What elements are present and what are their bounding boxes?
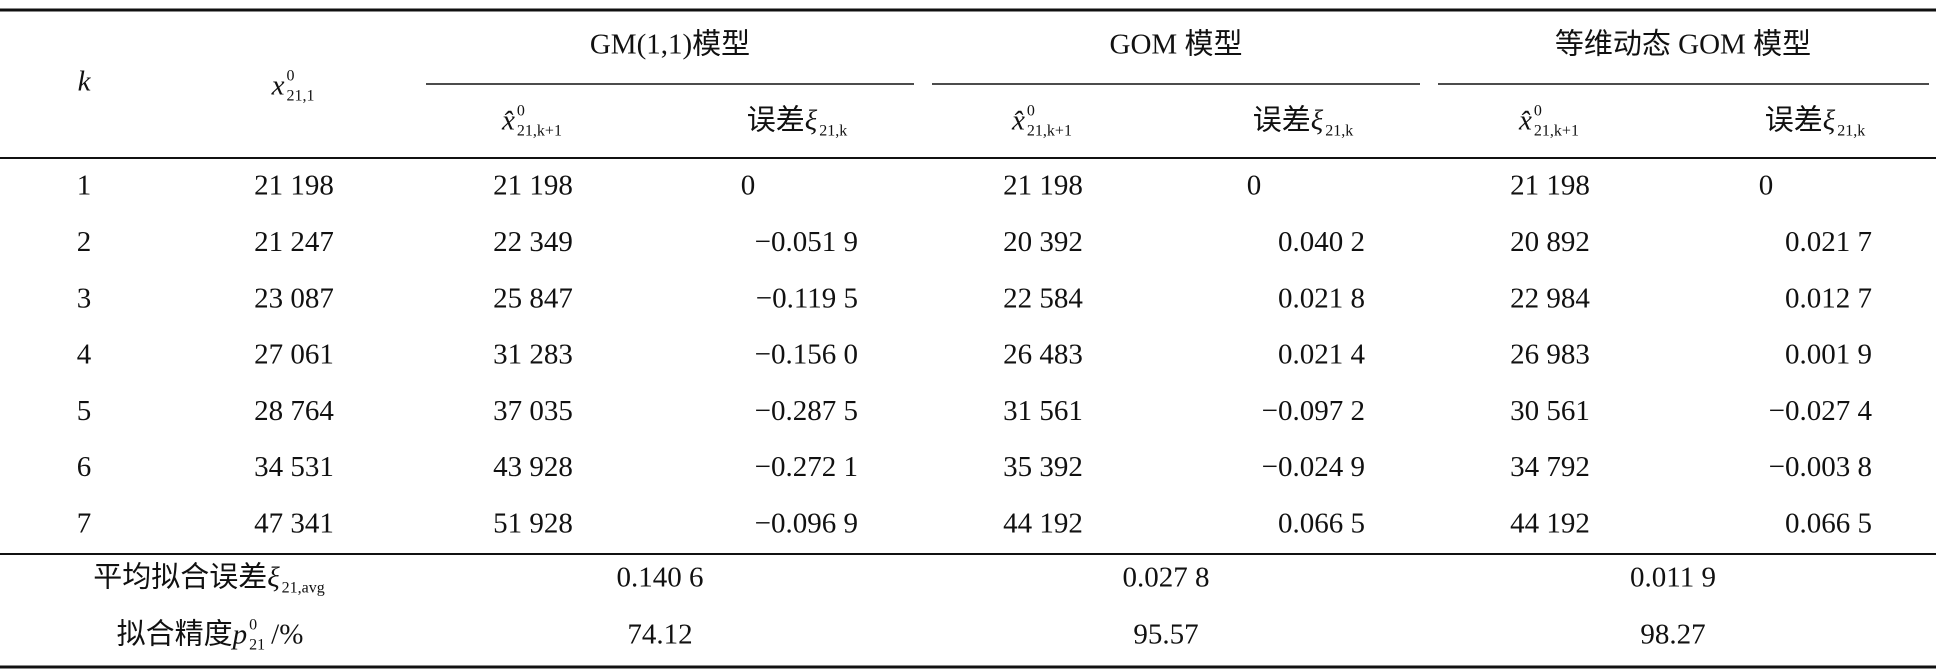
cell: −0.097 2 xyxy=(1262,395,1365,427)
cell: 22 984 xyxy=(1510,282,1590,314)
cell: 0.066 5 xyxy=(1278,507,1365,539)
cell: 31 561 xyxy=(1003,395,1083,427)
cell-text: 误差 xyxy=(747,104,805,137)
cell: −0.027 4 xyxy=(1769,395,1873,427)
cell-text: x̂ xyxy=(1518,105,1532,137)
cell: 0.027 8 xyxy=(1123,562,1210,594)
cell-text: 平均拟合误差 xyxy=(93,561,267,594)
cell: 22 349 xyxy=(493,226,573,258)
cell: 21 247 xyxy=(254,226,334,258)
cell-text: 21,k xyxy=(819,123,847,140)
cell: 0.001 9 xyxy=(1785,339,1872,371)
cell: −0.156 0 xyxy=(755,339,858,371)
cell: 0.040 2 xyxy=(1278,226,1365,258)
cell: 98.27 xyxy=(1640,619,1705,651)
cell: −0.096 9 xyxy=(755,507,858,539)
cell: 51 928 xyxy=(493,507,573,539)
cell: 4 xyxy=(77,339,92,371)
cell-text: 21,k+1 xyxy=(1534,123,1579,140)
cell: 0 xyxy=(741,170,756,202)
cell: 0.066 5 xyxy=(1785,507,1872,539)
cell: 7 xyxy=(77,507,92,539)
cell: 37 035 xyxy=(493,395,573,427)
cell-text: /% xyxy=(271,619,303,651)
cell: 0.012 7 xyxy=(1785,282,1872,314)
cell: 74.12 xyxy=(627,619,692,651)
group-header: 等维动态 GOM 模型 xyxy=(1555,28,1811,61)
cell-text: x̂ xyxy=(501,105,515,137)
cell: 47 341 xyxy=(254,507,334,539)
cell: 95.57 xyxy=(1133,619,1198,651)
cell: 6 xyxy=(77,451,92,483)
cell: 35 392 xyxy=(1003,451,1083,483)
cell: 0.140 6 xyxy=(617,562,704,594)
cell: 20 392 xyxy=(1003,226,1083,258)
cell: 23 087 xyxy=(254,282,334,314)
cell: 25 847 xyxy=(493,282,573,314)
cell-text: ξ xyxy=(1823,105,1836,137)
cell-text: 0 xyxy=(286,68,294,85)
cell: 43 928 xyxy=(493,451,573,483)
cell: 34 531 xyxy=(254,451,334,483)
cell: 1 xyxy=(77,170,92,202)
cell: 0.021 7 xyxy=(1785,226,1872,258)
cell-text: ξ xyxy=(267,562,280,594)
cell-text: 21 xyxy=(249,637,265,654)
cell: −0.003 8 xyxy=(1769,451,1872,483)
cell: 31 283 xyxy=(493,339,573,371)
cell: −0.051 9 xyxy=(755,226,858,258)
cell-text: 0 xyxy=(517,103,525,120)
cell-text: 21,k xyxy=(1837,123,1865,140)
cell: 2 xyxy=(77,226,92,258)
cell-text: ξ xyxy=(805,105,818,137)
cell: 21 198 xyxy=(1003,170,1083,202)
cell-text: 21,1 xyxy=(286,88,314,105)
cell: 5 xyxy=(77,395,92,427)
cell-text: x xyxy=(271,70,285,102)
group-header: GM(1,1)模型 xyxy=(590,28,750,61)
cell: 21 198 xyxy=(254,170,334,202)
cell: 26 483 xyxy=(1003,339,1083,371)
cell-text: 21,k+1 xyxy=(1027,123,1072,140)
cell: 44 192 xyxy=(1003,507,1083,539)
cell: 3 xyxy=(77,282,92,314)
cell: 20 892 xyxy=(1510,226,1590,258)
cell-text: 0 xyxy=(1027,103,1035,120)
cell: 0 xyxy=(1759,170,1774,202)
cell: −0.287 5 xyxy=(755,395,858,427)
cell: 44 192 xyxy=(1510,507,1590,539)
cell-text: ξ xyxy=(1311,105,1324,137)
cell-text: 误差 xyxy=(1253,104,1311,137)
cell-text: 21,avg xyxy=(282,580,325,597)
cell: 0.021 8 xyxy=(1278,282,1365,314)
cell: −0.119 5 xyxy=(756,282,858,314)
cell: 30 561 xyxy=(1510,395,1590,427)
cell: 27 061 xyxy=(254,339,334,371)
cell-text: 误差 xyxy=(1765,104,1823,137)
cell: 21 198 xyxy=(493,170,573,202)
cell-text: 21,k+1 xyxy=(517,123,562,140)
cell-text: 21,k xyxy=(1325,123,1353,140)
cell: 0.021 4 xyxy=(1278,339,1366,371)
cell: 0.011 9 xyxy=(1630,562,1716,594)
cell-text: 拟合精度 xyxy=(117,618,233,651)
cell: 21 198 xyxy=(1510,170,1590,202)
cell: 34 792 xyxy=(1510,451,1590,483)
cell-text: x̂ xyxy=(1011,105,1025,137)
header-k: k xyxy=(78,66,92,98)
cell-text: p xyxy=(231,619,248,651)
group-header: GOM 模型 xyxy=(1110,28,1243,61)
cell: 0 xyxy=(1247,170,1262,202)
cell: 28 764 xyxy=(254,395,334,427)
cell: 22 584 xyxy=(1003,282,1083,314)
cell: −0.272 1 xyxy=(755,451,858,483)
cell: −0.024 9 xyxy=(1262,451,1365,483)
cell: 26 983 xyxy=(1510,339,1590,371)
cell-text: 0 xyxy=(249,617,257,634)
cell-text: 0 xyxy=(1534,103,1542,120)
